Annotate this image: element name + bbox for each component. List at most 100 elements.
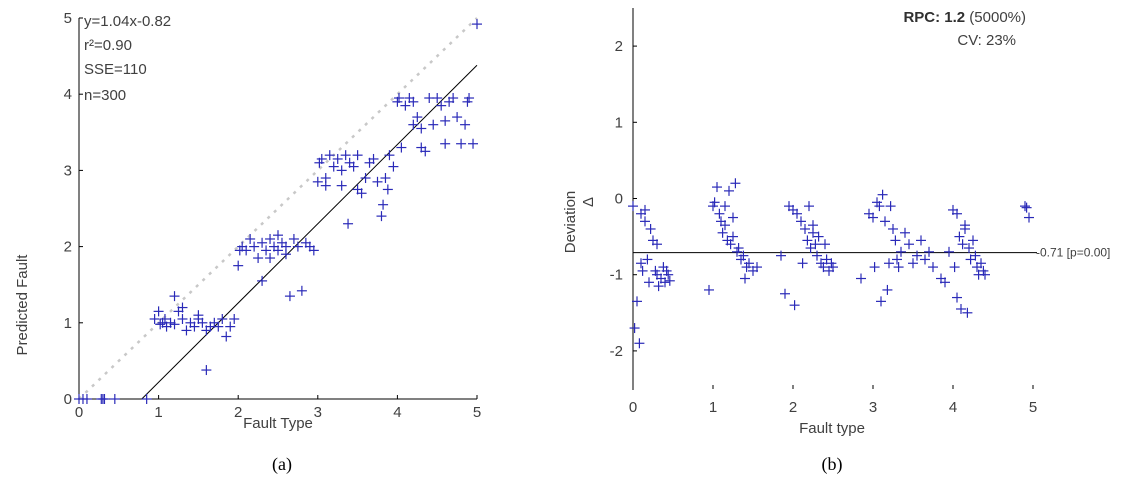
panel-b-data-point bbox=[712, 182, 722, 193]
panel-b-data-point bbox=[733, 243, 744, 254]
panel-a-data-point bbox=[141, 394, 152, 404]
panel-a-data-point bbox=[273, 245, 283, 256]
panel-a-data-point bbox=[352, 150, 363, 161]
panel-b-points bbox=[628, 178, 1034, 349]
panel-a-data-point bbox=[288, 233, 299, 244]
panel-b-data-point bbox=[960, 223, 970, 234]
panel-a-data-point bbox=[432, 93, 443, 104]
panel-b-data-point bbox=[642, 254, 653, 265]
panel-b-data-point bbox=[714, 208, 725, 219]
panel-a-reference-line-group bbox=[78, 17, 478, 400]
panel-b-data-point bbox=[810, 239, 821, 250]
panel-b-data-point bbox=[717, 227, 728, 238]
panel-a-annotation-equation: y=1.04x-0.82 bbox=[84, 13, 171, 30]
panel-a-data-point bbox=[372, 176, 383, 187]
panel-a-data-point bbox=[153, 306, 164, 317]
panel-b-data-point bbox=[640, 204, 650, 215]
panel-a-x-axis-label: Fault Type bbox=[243, 415, 313, 432]
panel-a-data-point bbox=[468, 138, 479, 149]
panel-a-data-point bbox=[472, 19, 482, 30]
panel-a-data-point bbox=[408, 96, 419, 107]
panel-b-data-point bbox=[912, 250, 922, 261]
panel-a-data-point bbox=[292, 241, 303, 252]
panel-a-data-point bbox=[253, 253, 264, 264]
panel-a-annotation-r2: r²=0.90 bbox=[84, 37, 132, 54]
panel-a-x-tick-label: 4 bbox=[393, 404, 401, 421]
panel-b-data-point bbox=[720, 220, 730, 231]
panel-a-x-tick-label: 3 bbox=[314, 404, 322, 421]
panel-a-data-point bbox=[273, 230, 283, 241]
panel-b-data-point bbox=[797, 258, 808, 269]
panel-a-data-point bbox=[296, 285, 307, 296]
panel-b-rpc-value: RPC: 1.2 bbox=[903, 9, 965, 26]
panel-a-data-point bbox=[388, 161, 399, 172]
panel-b-data-point bbox=[660, 277, 670, 288]
panel-b-rpc-percent: (5000%) bbox=[965, 9, 1026, 26]
panel-b-data-point bbox=[813, 231, 824, 242]
panel-b-data-point bbox=[818, 262, 829, 273]
panel-b-data-point bbox=[892, 254, 902, 265]
panel-b-data-point bbox=[634, 338, 645, 349]
panel-b-data-point bbox=[900, 227, 910, 238]
panel-a-data-point bbox=[320, 180, 331, 191]
panel-a-data-point bbox=[197, 317, 208, 328]
panel-b-y-tick-label: -1 bbox=[610, 267, 623, 284]
panel-b-data-point bbox=[730, 178, 741, 189]
panel-b-data-point bbox=[808, 227, 818, 238]
panel-a-data-point bbox=[440, 138, 451, 149]
panel-a-data-point bbox=[352, 184, 363, 195]
panel-b-x-tick-label: 5 bbox=[1029, 399, 1037, 416]
panel-b-y-tick-label: 1 bbox=[615, 114, 623, 131]
panel-a-data-point bbox=[155, 319, 166, 330]
panel-b-data-point bbox=[964, 243, 974, 254]
panel-b-data-point bbox=[720, 201, 730, 212]
panel-b-data-point bbox=[828, 262, 838, 273]
panel-b-data-point bbox=[882, 284, 893, 295]
panel-a-data-point bbox=[169, 319, 180, 330]
panel-b-y-tick-label: 0 bbox=[615, 191, 623, 208]
panel-b-x-tick-label: 1 bbox=[709, 399, 717, 416]
panel-b-data-point bbox=[1021, 202, 1032, 213]
panel-b-label: (b) bbox=[822, 454, 843, 475]
panel-a-data-point bbox=[448, 93, 459, 104]
panel-a-data-point bbox=[257, 237, 268, 248]
panel-a-annotation-n: n=300 bbox=[84, 87, 126, 104]
panel-b-data-point bbox=[637, 265, 648, 276]
panel-b-data-point bbox=[804, 201, 814, 212]
panel-a-data-point bbox=[412, 112, 423, 123]
panel-a-fit-line bbox=[141, 64, 478, 400]
panel-a-data-point bbox=[460, 119, 471, 130]
panel-a-data-point bbox=[428, 119, 439, 130]
panel-b-data-point bbox=[896, 246, 906, 257]
panel-b-data-point bbox=[976, 258, 986, 269]
panel-b-data-point bbox=[949, 262, 960, 273]
panel-a-y-tick-label: 5 bbox=[64, 10, 72, 27]
panel-b-data-point bbox=[796, 216, 806, 227]
panel-b-data-point bbox=[890, 235, 901, 246]
panel-a-data-point bbox=[382, 184, 393, 195]
panel-b: 0 1 2 3 4 5 -2 -1 0 1 2 RPC: 1.2 (5000%) CV: 23% -… bbox=[562, 8, 1110, 475]
panel-a-x-tick-label: 0 bbox=[75, 404, 83, 421]
panel-b-y-axis-label: Deviation bbox=[562, 191, 579, 254]
panel-a-data-point bbox=[233, 260, 244, 271]
panel-b-data-point bbox=[885, 201, 896, 212]
panel-a: 0 1 2 3 4 5 0 1 2 3 4 5 y=1.04x-0.82 r²=0.90 SSE=11… bbox=[14, 10, 482, 475]
panel-a-data-point bbox=[393, 93, 404, 104]
panel-a-y-tick-label: 3 bbox=[64, 162, 72, 179]
panel-b-data-point bbox=[884, 258, 894, 269]
panel-a-x-tick-label: 5 bbox=[473, 404, 481, 421]
panel-a-data-point bbox=[149, 313, 160, 324]
panel-b-data-point bbox=[877, 189, 888, 200]
panel-b-data-point bbox=[663, 269, 674, 280]
panel-b-data-point bbox=[928, 262, 938, 273]
panel-b-data-point bbox=[776, 250, 786, 261]
panel-a-data-point bbox=[328, 161, 339, 172]
panel-b-data-point bbox=[728, 231, 738, 242]
panel-a-data-point bbox=[440, 115, 451, 126]
panel-a-y-tick-label: 1 bbox=[64, 315, 72, 332]
panel-a-x-tick-label: 1 bbox=[154, 404, 162, 421]
panel-a-data-point bbox=[340, 150, 351, 161]
panel-a-data-point bbox=[348, 161, 359, 172]
panel-b-x-axis-label: Fault type bbox=[799, 420, 865, 437]
panel-b-mean-line-label: -0.71 [p=0.00] bbox=[1036, 246, 1110, 260]
